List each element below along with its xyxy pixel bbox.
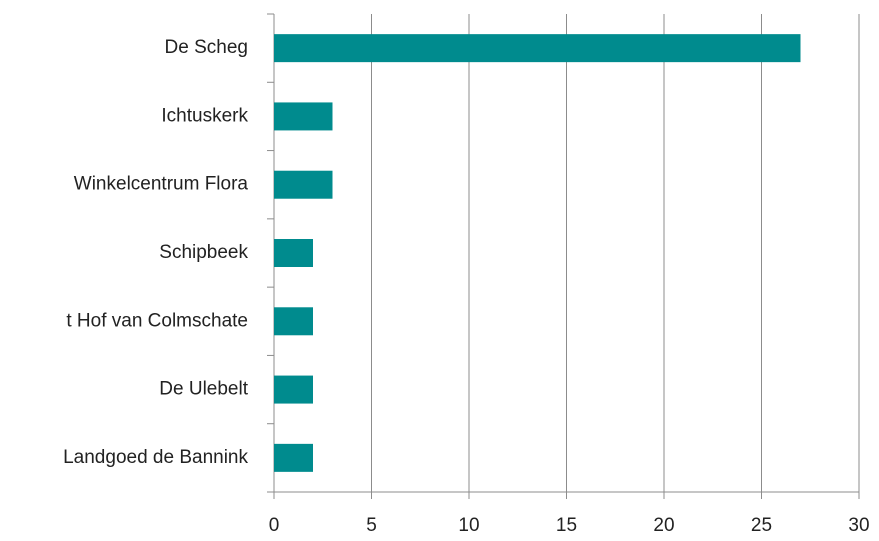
y-tick-label: Winkelcentrum Flora	[74, 174, 249, 195]
x-tick-label: 20	[653, 515, 674, 536]
y-tick-label: Schipbeek	[159, 242, 248, 263]
x-tick-label: 0	[269, 515, 280, 536]
bar	[274, 307, 313, 336]
bar	[274, 375, 313, 404]
y-tick-label: De Ulebelt	[159, 379, 248, 400]
bar	[274, 239, 313, 267]
y-tick-label: Ichtuskerk	[161, 105, 248, 126]
bar	[274, 34, 801, 63]
x-tick-label: 15	[556, 515, 577, 536]
y-tick-label: t Hof van Colmschate	[66, 310, 248, 331]
x-tick-label: 5	[366, 515, 377, 536]
x-tick-label: 10	[458, 515, 479, 536]
bar	[274, 170, 333, 199]
bar	[274, 102, 333, 131]
y-tick-label: Landgoed de Bannink	[63, 447, 248, 468]
bar	[274, 443, 313, 472]
y-tick-label: De Scheg	[165, 37, 248, 58]
x-tick-label: 25	[751, 515, 772, 536]
x-tick-label: 30	[848, 515, 869, 536]
